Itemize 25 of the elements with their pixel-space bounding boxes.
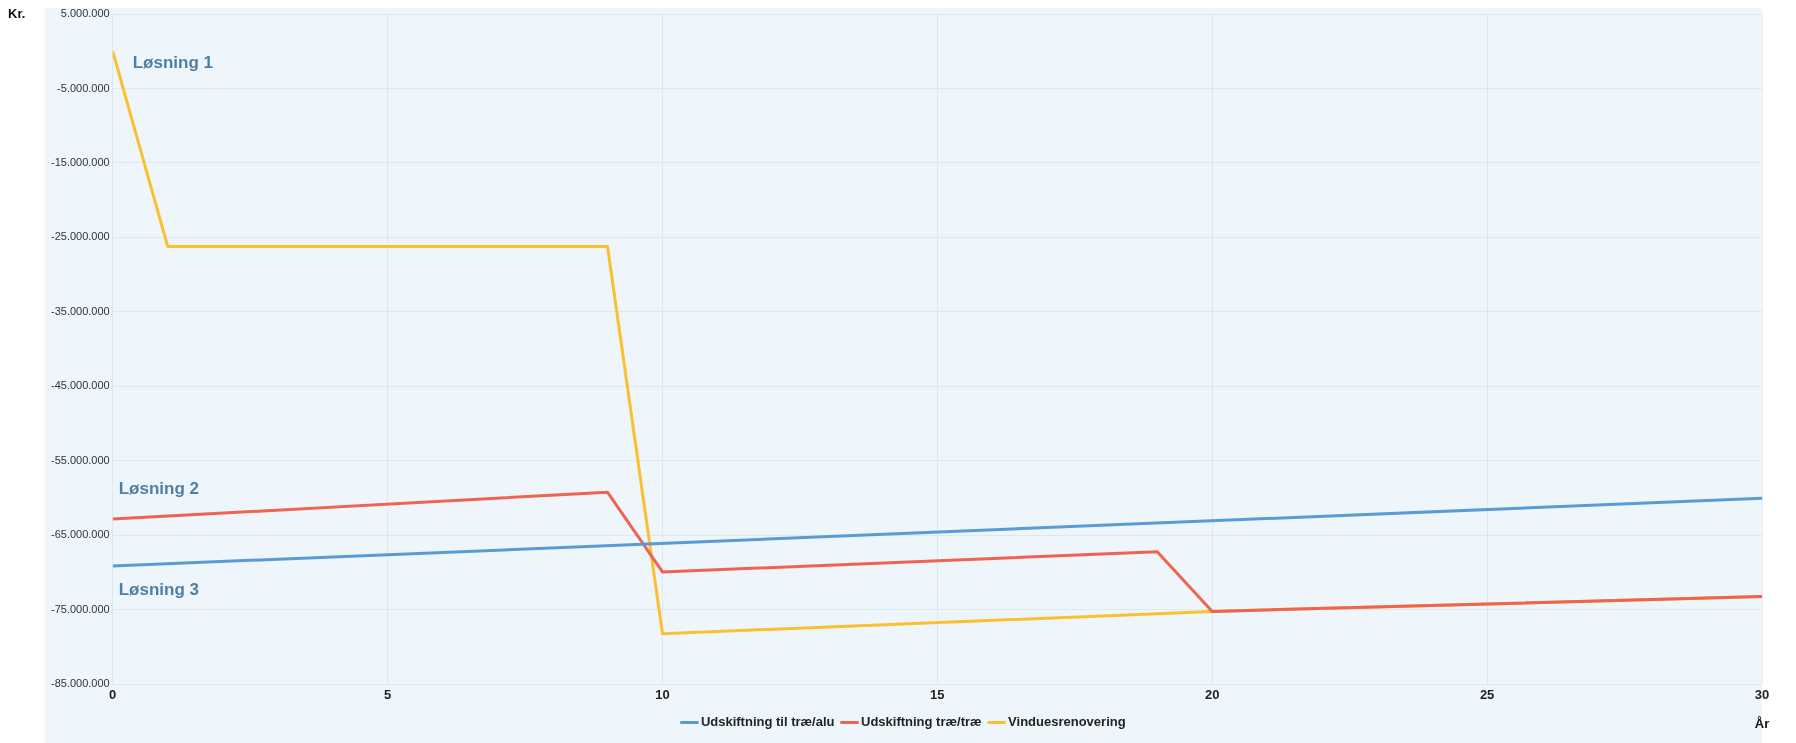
y-tick-label: -15.000.000 <box>51 156 110 169</box>
annotation: Løsning 3 <box>118 579 199 599</box>
x-tick-label: 20 <box>1205 686 1220 702</box>
y-tick-label: -45.000.000 <box>51 379 110 392</box>
x-tick-label: 10 <box>655 686 670 702</box>
x-tick-label: 0 <box>109 686 117 702</box>
legend-label: Vinduesrenovering <box>1008 714 1126 730</box>
legend-label: Udskiftning træ/træ <box>860 714 983 730</box>
y-tick-label: -25.000.000 <box>51 230 110 243</box>
x-tick-label: 5 <box>383 686 392 702</box>
annotation: Løsning 2 <box>118 478 199 498</box>
x-tick-label: 30 <box>1754 686 1770 702</box>
y-tick-label: -85.000.000 <box>51 677 110 690</box>
legend-label: Udskiftning til træ/alu <box>700 714 835 730</box>
x-tick-label: 25 <box>1479 686 1495 702</box>
y-tick-label: 5.000.000 <box>60 7 110 20</box>
y-tick-label: -75.000.000 <box>51 602 110 615</box>
y-tick-label: -55.000.000 <box>51 453 110 466</box>
y-tick-label: -5.000.000 <box>57 81 110 94</box>
annotation: Løsning 1 <box>132 52 213 72</box>
x-axis-title: År <box>1754 715 1770 731</box>
x-tick-label: 15 <box>930 686 945 702</box>
y-tick-label: -35.000.000 <box>51 304 110 317</box>
y-axis-title: Kr. <box>8 5 26 21</box>
y-tick-label: -65.000.000 <box>51 528 110 541</box>
